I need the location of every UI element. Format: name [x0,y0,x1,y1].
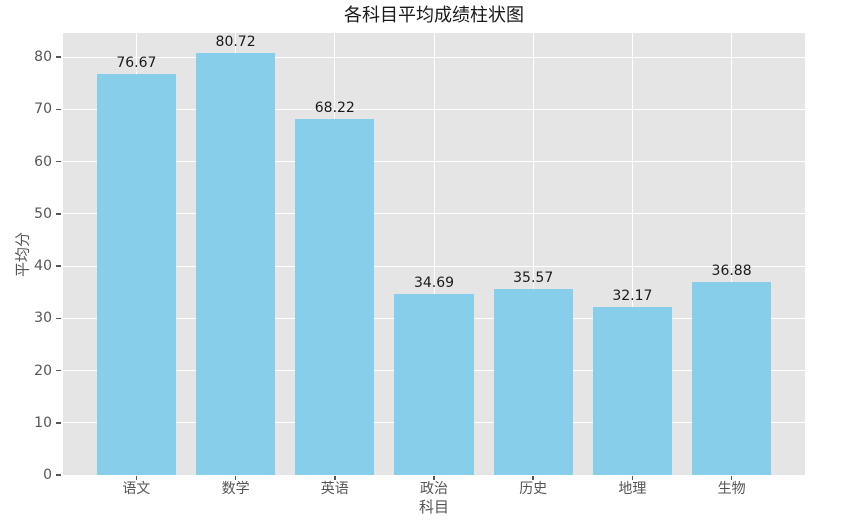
x-gridline [532,33,534,475]
plot-area: 76.67 80.72 68.22 34.69 35.57 32.17 36.88 [63,33,805,476]
bar [394,293,474,475]
y-tick-label: 20 [34,362,52,379]
bar-value-label: 80.72 [215,34,256,51]
bar [96,74,177,475]
y-tick-mark [56,160,61,163]
y-tick-label: 0 [43,467,52,483]
y-tick-label: 50 [34,205,52,222]
bar [493,289,573,475]
x-gridline [631,33,633,475]
x-gridline [433,33,435,475]
y-tick-label: 70 [34,101,52,118]
y-tick-mark [56,108,61,111]
bar-value-label: 35.57 [513,270,554,287]
y-tick-mark [56,474,61,476]
x-tick-label: 英语 [320,481,349,497]
x-tick-mark [730,476,733,480]
x-tick-mark [532,476,534,480]
y-tick-mark [56,56,61,58]
y-tick-mark [56,422,61,424]
y-tick-label: 40 [34,258,52,275]
bar [592,306,673,475]
y-tick-mark [56,213,61,215]
y-tick-label: 60 [34,153,52,170]
x-tick-mark [234,476,237,480]
x-tick-label: 语文 [122,481,151,497]
y-tick-mark [56,265,61,267]
bar-value-label: 32.17 [612,287,653,304]
x-tick-mark [334,476,336,480]
x-axis-label: 科目 [418,498,449,516]
x-tick-label: 地理 [618,481,647,497]
bar-value-label: 36.88 [711,263,752,280]
y-tick-label: 10 [34,414,52,431]
y-tick-mark [56,369,61,372]
x-tick-label: 政治 [420,481,448,497]
bar-value-label: 68.22 [314,99,355,116]
bar [195,53,276,475]
chart-title: 各科目平均成绩柱状图 [344,5,524,26]
x-tick-label: 生物 [717,481,746,497]
x-tick-label: 数学 [221,481,250,497]
y-gridline [63,474,805,476]
bar-value-label: 34.69 [413,274,455,291]
y-tick-mark [56,317,61,319]
x-gridline [731,33,733,475]
x-tick-mark [631,476,634,480]
bar-value-label: 76.67 [116,55,157,72]
y-tick-label: 30 [34,310,52,327]
bar [295,118,375,475]
x-tick-label: 历史 [519,481,548,497]
y-tick-label: 80 [34,49,52,66]
bar [691,282,772,475]
x-tick-mark [135,476,138,480]
x-tick-mark [433,476,435,480]
